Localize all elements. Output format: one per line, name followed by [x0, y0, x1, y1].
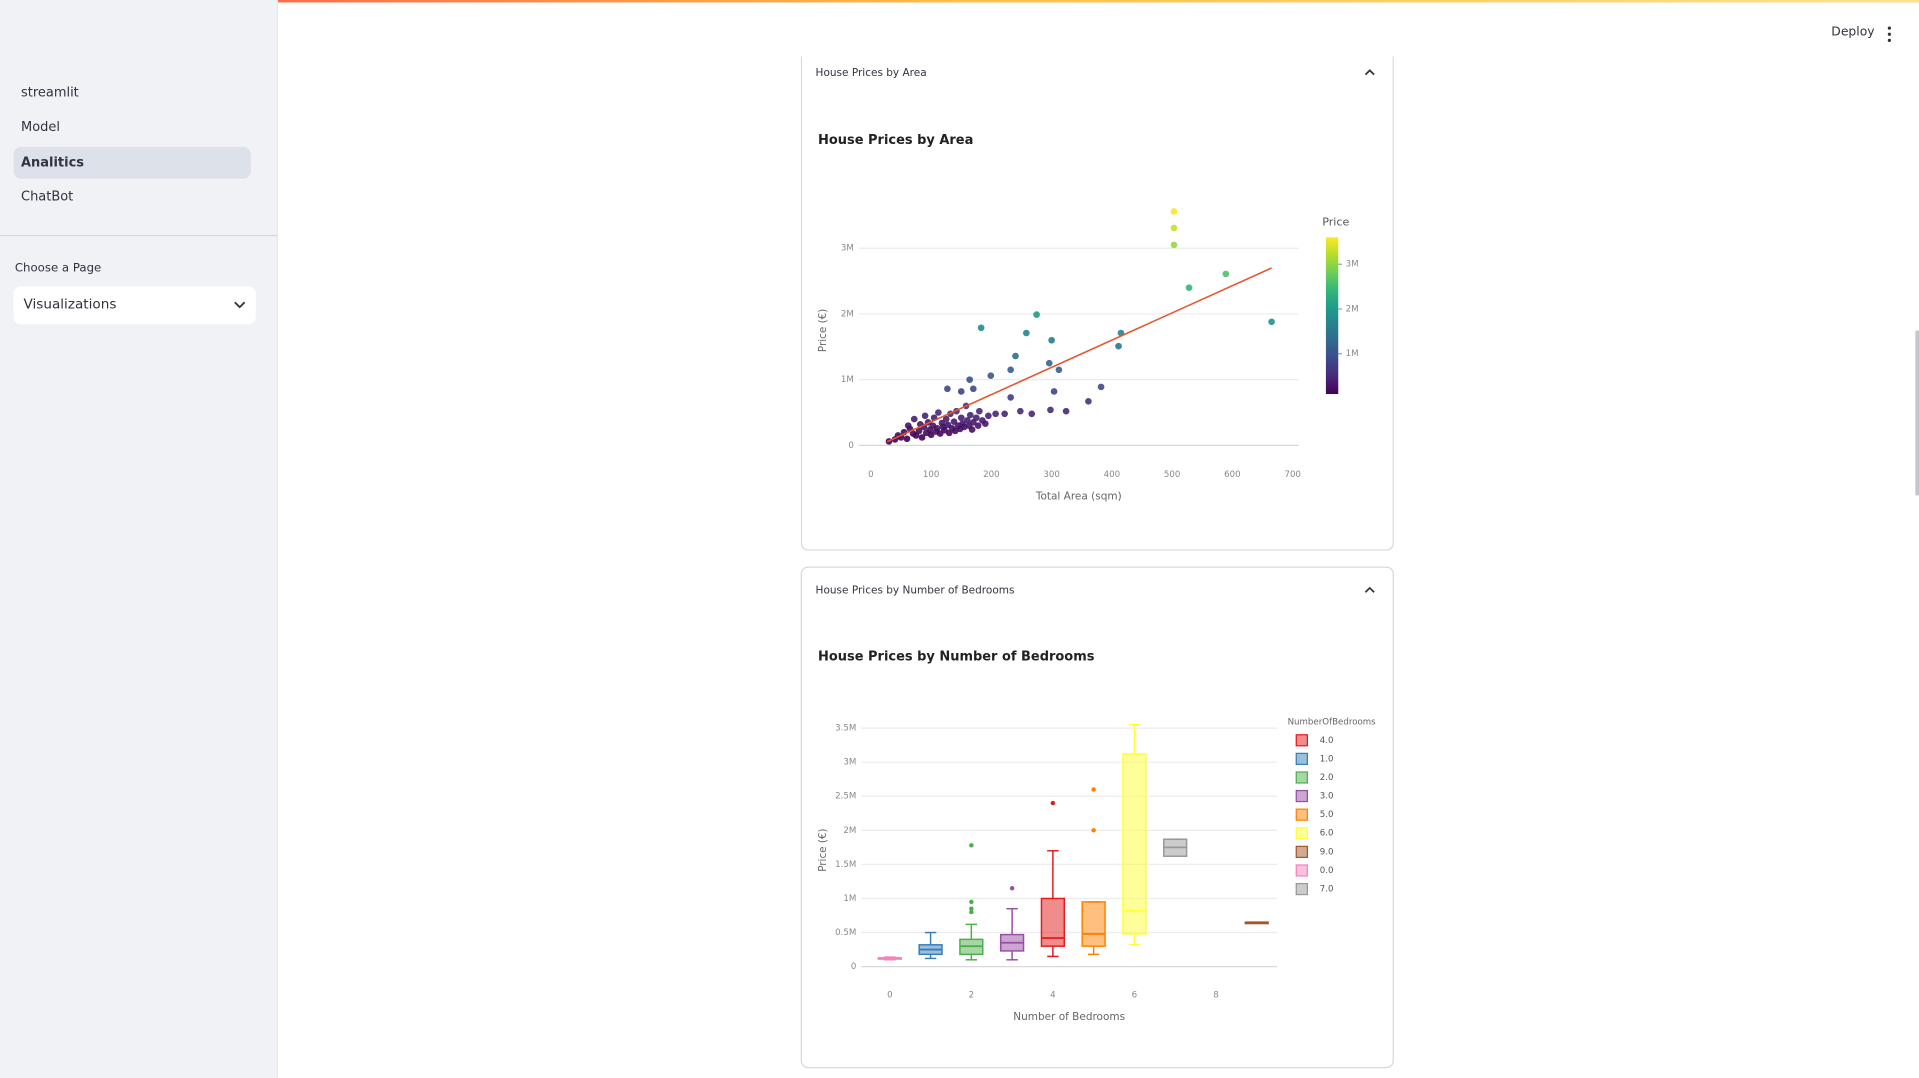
sidebar: streamlit Model Analitics ChatBot Choose…: [0, 0, 279, 1078]
expander-header[interactable]: House Prices by Area: [815, 67, 927, 80]
chevron-up[interactable]: [1364, 69, 1375, 78]
chevron-down: [234, 301, 246, 309]
expander: House Prices by Area: [800, 56, 1394, 551]
nav-link[interactable]: streamlit: [21, 85, 79, 101]
page-select[interactable]: Visualizations: [13, 286, 256, 325]
expander: House Prices by Number of Bedrooms: [800, 566, 1394, 1069]
expander-header[interactable]: House Prices by Number of Bedrooms: [815, 584, 1015, 598]
deploy-button[interactable]: Deploy: [1831, 25, 1875, 40]
nav-link[interactable]: Model: [21, 119, 60, 135]
select-label: Choose a Page: [14, 261, 102, 276]
select-value: Visualizations: [23, 296, 117, 313]
nav-link[interactable]: Analitics: [13, 146, 251, 179]
top-decoration: [0, 0, 1919, 3]
scrollbar[interactable]: [1915, 330, 1919, 496]
nav-link[interactable]: ChatBot: [21, 189, 74, 205]
main-menu[interactable]: [1886, 26, 1893, 43]
chevron-up[interactable]: [1364, 586, 1375, 595]
divider: [0, 234, 277, 237]
